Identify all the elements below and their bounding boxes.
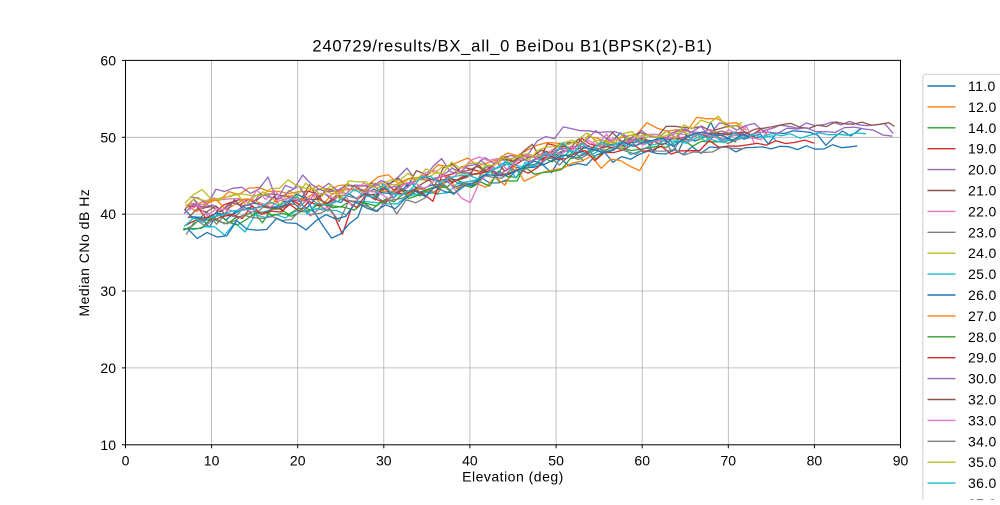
- svg-text:90: 90: [893, 452, 909, 468]
- svg-text:21.0: 21.0: [968, 183, 997, 199]
- svg-text:28.0: 28.0: [968, 329, 997, 345]
- svg-text:35.0: 35.0: [968, 454, 997, 470]
- svg-text:24.0: 24.0: [968, 245, 997, 261]
- svg-text:30: 30: [376, 452, 392, 468]
- svg-text:10: 10: [204, 452, 220, 468]
- svg-text:40: 40: [462, 452, 478, 468]
- svg-text:30: 30: [100, 283, 116, 299]
- svg-text:27.0: 27.0: [968, 308, 997, 324]
- svg-text:40: 40: [100, 206, 116, 222]
- svg-text:50: 50: [100, 129, 116, 145]
- svg-text:19.0: 19.0: [968, 141, 997, 157]
- svg-text:26.0: 26.0: [968, 287, 997, 303]
- svg-text:25.0: 25.0: [968, 266, 997, 282]
- svg-text:22.0: 22.0: [968, 203, 997, 219]
- svg-text:Elevation (deg): Elevation (deg): [462, 469, 564, 485]
- svg-text:12.0: 12.0: [968, 99, 997, 115]
- svg-text:36.0: 36.0: [968, 475, 997, 491]
- svg-text:20: 20: [290, 452, 306, 468]
- svg-text:240729/results/BX_all_0 BeiDou: 240729/results/BX_all_0 BeiDou B1(BPSK(2…: [312, 37, 712, 56]
- svg-text:80: 80: [807, 452, 823, 468]
- svg-text:20.0: 20.0: [968, 162, 997, 178]
- svg-text:32.0: 32.0: [968, 392, 997, 408]
- svg-text:11.0: 11.0: [968, 78, 996, 94]
- svg-text:Median CNo dB Hz: Median CNo dB Hz: [76, 189, 92, 317]
- svg-text:20: 20: [100, 360, 116, 376]
- svg-text:50: 50: [548, 452, 564, 468]
- svg-text:60: 60: [634, 452, 650, 468]
- svg-text:60: 60: [100, 52, 116, 68]
- svg-text:10: 10: [100, 437, 116, 453]
- svg-text:33.0: 33.0: [968, 412, 997, 428]
- svg-text:29.0: 29.0: [968, 350, 997, 366]
- svg-text:34.0: 34.0: [968, 433, 997, 449]
- svg-text:0: 0: [122, 452, 130, 468]
- svg-text:23.0: 23.0: [968, 224, 997, 240]
- svg-text:37.0: 37.0: [968, 496, 997, 500]
- svg-text:70: 70: [721, 452, 737, 468]
- svg-text:14.0: 14.0: [968, 120, 997, 136]
- svg-text:30.0: 30.0: [968, 371, 997, 387]
